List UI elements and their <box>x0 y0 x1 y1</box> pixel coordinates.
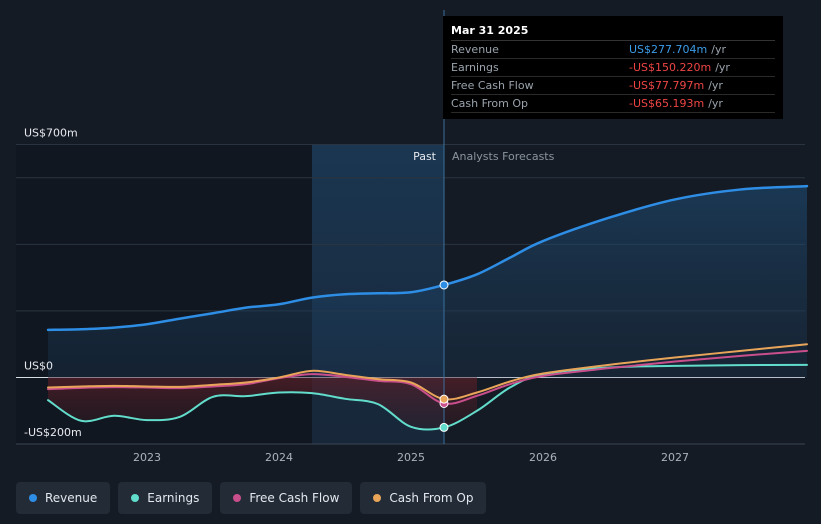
tooltip-value: -US$77.797m <box>629 79 705 92</box>
tooltip-row: Free Cash Flow -US$77.797m /yr <box>451 77 775 95</box>
legend-item-earnings[interactable]: Earnings <box>118 482 213 514</box>
legend-label: Free Cash Flow <box>249 491 340 505</box>
y-tick-label: US$0 <box>24 360 53 373</box>
legend-item-free-cash-flow[interactable]: Free Cash Flow <box>220 482 353 514</box>
legend-label: Earnings <box>147 491 200 505</box>
y-tick-label: US$700m <box>24 127 78 140</box>
revenue-dot-icon <box>29 494 37 502</box>
x-tick-label: 2023 <box>133 451 161 464</box>
legend: Revenue Earnings Free Cash Flow Cash Fro… <box>16 482 487 514</box>
tooltip-value: US$277.704m <box>629 43 708 56</box>
cash-from-op-line <box>47 343 808 401</box>
y-tick-label: -US$200m <box>24 426 82 439</box>
cash-from-op-marker <box>439 394 449 404</box>
tooltip-value: -US$150.220m <box>629 61 712 74</box>
legend-item-cash-from-op[interactable]: Cash From Op <box>360 482 487 514</box>
chart-svg: US$700m US$0 -US$200m 2023 2024 2025 2026 2027… <box>16 10 809 464</box>
x-tick-label: 2026 <box>529 451 557 464</box>
tooltip-row: Cash From Op -US$65.193m /yr <box>451 95 775 113</box>
x-tick-label: 2025 <box>397 451 425 464</box>
revenue-line <box>46 184 809 332</box>
tooltip-label: Cash From Op <box>451 97 529 110</box>
y-axis-labels: US$700m US$0 -US$200m <box>24 127 82 440</box>
tooltip: Mar 31 2025 Revenue US$277.704m /yr Earn… <box>443 16 783 119</box>
earnings-dot-icon <box>131 494 140 502</box>
x-tick-label: 2024 <box>265 451 293 464</box>
tooltip-row: Earnings -US$150.220m /yr <box>451 59 775 77</box>
tooltip-unit: /yr <box>708 97 723 110</box>
tooltip-label: Free Cash Flow <box>451 79 534 92</box>
forecast-label: Analysts Forecasts <box>452 150 555 163</box>
tooltip-date: Mar 31 2025 <box>451 22 775 41</box>
tooltip-row: Revenue US$277.704m /yr <box>451 41 775 59</box>
tooltip-unit: /yr <box>711 43 726 56</box>
tooltip-unit: /yr <box>708 79 723 92</box>
earnings-marker <box>439 422 449 432</box>
tooltip-unit: /yr <box>715 61 730 74</box>
series-lines <box>46 184 809 431</box>
legend-label: Cash From Op <box>389 491 474 505</box>
legend-label: Revenue <box>45 491 98 505</box>
legend-item-revenue[interactable]: Revenue <box>16 482 111 514</box>
tooltip-label: Revenue <box>451 43 499 56</box>
revenue-area <box>48 186 807 378</box>
tooltip-value: -US$65.193m <box>629 97 705 110</box>
past-label: Past <box>413 150 437 163</box>
free-cash-flow-dot-icon <box>233 494 242 502</box>
earnings-area <box>48 377 477 430</box>
divider-markers <box>439 280 449 432</box>
cash-from-op-dot-icon <box>373 494 382 502</box>
x-axis-labels: 2023 2024 2025 2026 2027 <box>133 451 689 464</box>
free-cash-flow-line <box>47 349 808 405</box>
x-tick-label: 2027 <box>661 451 689 464</box>
series-areas <box>48 186 807 430</box>
revenue-marker <box>439 280 449 290</box>
tooltip-label: Earnings <box>451 61 499 74</box>
